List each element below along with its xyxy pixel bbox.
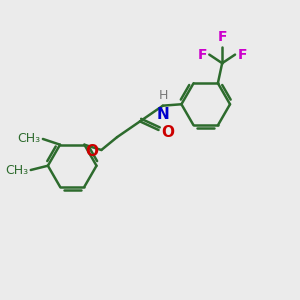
Text: F: F [197, 48, 207, 62]
Text: H: H [159, 89, 168, 102]
Text: O: O [85, 144, 98, 159]
Text: F: F [218, 30, 227, 44]
Text: F: F [237, 48, 247, 62]
Text: CH₃: CH₃ [17, 132, 41, 145]
Text: CH₃: CH₃ [5, 164, 28, 177]
Text: N: N [157, 107, 169, 122]
Text: O: O [161, 125, 174, 140]
